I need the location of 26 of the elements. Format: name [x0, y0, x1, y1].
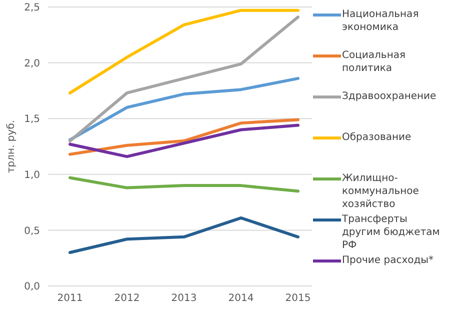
y-tick-label: 2,5 — [24, 2, 40, 14]
x-tick-label: 2012 — [114, 293, 140, 304]
x-tick-label: 2011 — [57, 293, 83, 304]
x-tick-label: 2013 — [171, 293, 197, 304]
legend-label: Трансферты другим бюджетам РФ — [342, 213, 441, 252]
line-series — [68, 76, 300, 142]
legend-label: Национальная экономика — [342, 8, 420, 34]
y-axis-title: трлн. руб. — [6, 120, 17, 174]
y-tick-label: 1,0 — [24, 170, 40, 181]
legend-label: Здравоохранение — [342, 90, 438, 103]
line-series — [68, 118, 300, 156]
y-tick-label: 1,5 — [24, 114, 40, 126]
legend-label: Образование — [342, 131, 412, 144]
y-tick-label: 2,0 — [24, 58, 40, 70]
legend-label: Жилищно-коммунальное хозяйство — [342, 172, 420, 211]
line-series — [68, 16, 300, 142]
x-tick-label: 2014 — [228, 293, 254, 304]
legend-label: Прочие расходы* — [342, 254, 435, 267]
line-series — [68, 176, 300, 193]
line-series — [68, 8, 300, 94]
y-tick-label: 0,0 — [24, 282, 40, 293]
legend-label: Социальная политика — [342, 49, 407, 75]
line-series — [68, 216, 300, 254]
y-tick-label: 0,5 — [24, 226, 40, 237]
x-tick-label: 2015 — [285, 293, 311, 304]
line-series — [68, 124, 300, 158]
